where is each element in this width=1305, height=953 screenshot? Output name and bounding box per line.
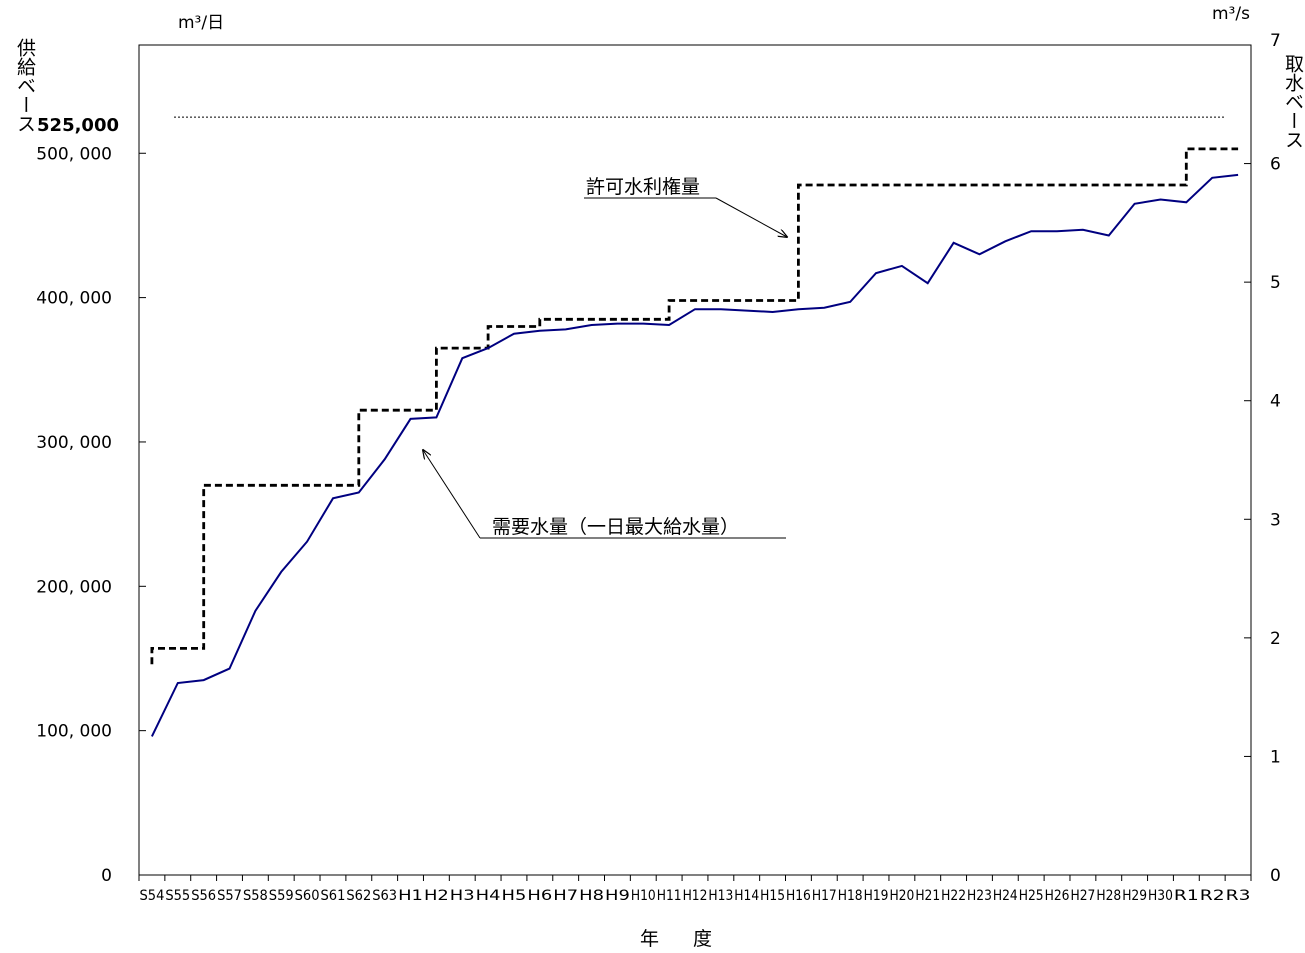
x-tick-label: H3 [450, 888, 475, 904]
x-tick-label: H18 [838, 888, 863, 904]
x-tick-label: H7 [553, 888, 578, 904]
x-tick-label: H11 [657, 888, 682, 904]
reference-line-label: 525,000 [37, 115, 119, 136]
x-tick-label: H16 [786, 888, 811, 904]
x-tick-label: H6 [527, 888, 552, 904]
permit-series-label: 許可水利権量 [586, 176, 700, 198]
right-tick-label: 4 [1270, 392, 1281, 412]
x-tick-label: H12 [683, 888, 708, 904]
left-tick-label: 0 [101, 866, 112, 886]
demand-series-label: 需要水量（一日最大給水量） [492, 516, 739, 538]
left-tick-label: 200, 000 [36, 577, 112, 597]
x-tick-label: H26 [1045, 888, 1070, 904]
series-permit-line [150, 147, 1239, 665]
left-tick-label: 100, 000 [36, 722, 112, 742]
x-tick-label: S58 [243, 888, 268, 904]
x-tick-label: H9 [605, 888, 630, 904]
x-tick-label: S63 [372, 888, 397, 904]
x-tick-label: S57 [217, 888, 242, 904]
left-tick-label: 500, 000 [36, 144, 112, 164]
series-demand-line [151, 173, 1239, 737]
x-tick-label: S54 [140, 888, 165, 904]
x-tick-label: R1 [1174, 888, 1199, 904]
x-tick-label: S55 [165, 888, 190, 904]
x-tick-label: H22 [941, 888, 966, 904]
x-tick-label: H17 [812, 888, 837, 904]
x-tick-label: H1 [398, 888, 423, 904]
x-tick-label: S61 [321, 888, 346, 904]
demand-arrow [423, 450, 481, 539]
right-tick-label: 0 [1270, 866, 1281, 886]
left-axis-label: 供給ベース [14, 38, 36, 133]
x-axis-title: 年 度 [640, 928, 727, 950]
x-tick-label: H10 [631, 888, 656, 904]
right-tick-label: 7 [1270, 31, 1281, 51]
right-tick-label: 6 [1270, 155, 1281, 175]
right-tick-label: 5 [1270, 273, 1281, 293]
left-tick-label: 300, 000 [36, 433, 112, 453]
x-tick-label: S62 [346, 888, 371, 904]
x-tick-label: H21 [915, 888, 940, 904]
x-tick-label: H23 [967, 888, 992, 904]
right-unit-label: m³/s [1212, 4, 1250, 24]
right-tick-label: 2 [1270, 629, 1281, 649]
right-tick-label: 1 [1270, 747, 1281, 767]
x-tick-label: H5 [502, 888, 527, 904]
x-tick-label: S59 [269, 888, 294, 904]
x-tick-label: H27 [1070, 888, 1095, 904]
permit-arrow [715, 197, 787, 237]
x-tick-label: R2 [1200, 888, 1225, 904]
left-unit-label: m³/日 [178, 13, 225, 33]
x-tick-label: H20 [889, 888, 914, 904]
x-tick-label: R3 [1226, 888, 1251, 904]
x-tick-label: S60 [295, 888, 320, 904]
x-tick-label: H13 [708, 888, 733, 904]
x-tick-label: H29 [1122, 888, 1147, 904]
x-tick-label: H24 [993, 888, 1018, 904]
x-tick-label: H4 [476, 888, 501, 904]
right-axis-label: 取水ベース [1282, 54, 1304, 149]
x-tick-label: H2 [424, 888, 449, 904]
x-tick-label: H19 [864, 888, 889, 904]
left-tick-label: 400, 000 [36, 289, 112, 309]
plot-area [138, 44, 1252, 876]
x-tick-label: H25 [1019, 888, 1044, 904]
x-tick-label: H30 [1148, 888, 1173, 904]
x-tick-label: H28 [1096, 888, 1121, 904]
right-tick-label: 3 [1270, 510, 1281, 530]
x-tick-label: S56 [191, 888, 216, 904]
x-tick-label: H8 [579, 888, 604, 904]
x-tick-label: H15 [760, 888, 785, 904]
x-tick-label: H14 [734, 888, 759, 904]
